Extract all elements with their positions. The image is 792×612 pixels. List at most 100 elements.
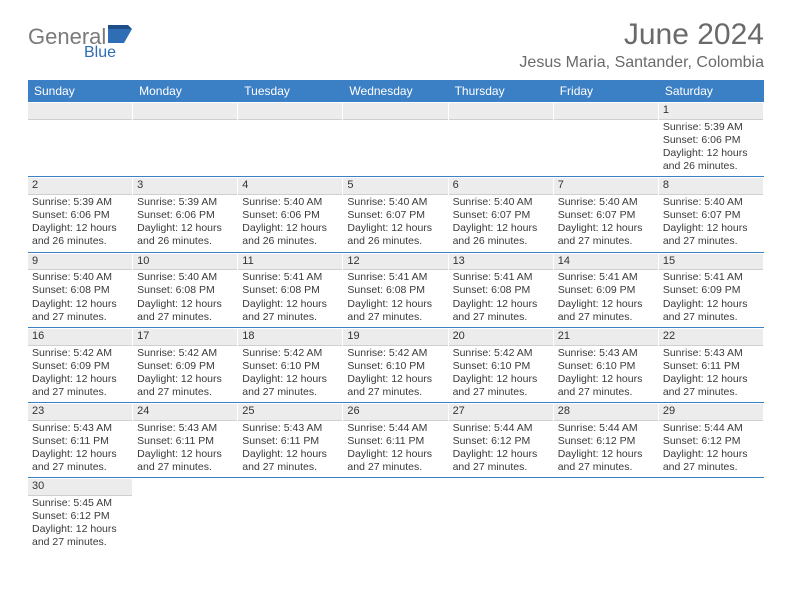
daylight-line: Daylight: 12 hours and 26 minutes. [32, 222, 128, 248]
day-cell: 1Sunrise: 5:39 AMSunset: 6:06 PMDaylight… [659, 102, 764, 176]
sunrise-line: Sunrise: 5:42 AM [242, 347, 338, 360]
daylight-line: Daylight: 12 hours and 27 minutes. [558, 448, 654, 474]
sunrise-line: Sunrise: 5:42 AM [347, 347, 443, 360]
day-cell [28, 102, 133, 176]
daylight-line: Daylight: 12 hours and 27 minutes. [32, 298, 128, 324]
day-cell [659, 478, 764, 552]
day-cell: 4Sunrise: 5:40 AMSunset: 6:06 PMDaylight… [238, 177, 343, 251]
day-number: 12 [343, 254, 447, 271]
sunset-line: Sunset: 6:12 PM [663, 435, 759, 448]
day-cell: 19Sunrise: 5:42 AMSunset: 6:10 PMDayligh… [343, 328, 448, 402]
sunset-line: Sunset: 6:08 PM [242, 284, 338, 297]
weekday-header: Thursday [449, 80, 554, 102]
title-block: June 2024 Jesus Maria, Santander, Colomb… [519, 18, 764, 72]
daylight-line: Daylight: 12 hours and 27 minutes. [347, 448, 443, 474]
sunrise-line: Sunrise: 5:42 AM [32, 347, 128, 360]
day-cell [238, 102, 343, 176]
sunset-line: Sunset: 6:09 PM [558, 284, 654, 297]
day-cell: 15Sunrise: 5:41 AMSunset: 6:09 PMDayligh… [659, 253, 764, 327]
sunset-line: Sunset: 6:07 PM [453, 209, 549, 222]
sunrise-line: Sunrise: 5:43 AM [32, 422, 128, 435]
daylight-line: Daylight: 12 hours and 27 minutes. [137, 298, 233, 324]
weeks-container: 1Sunrise: 5:39 AMSunset: 6:06 PMDaylight… [28, 102, 764, 553]
day-number: 26 [343, 404, 447, 421]
sunrise-line: Sunrise: 5:43 AM [137, 422, 233, 435]
daylight-line: Daylight: 12 hours and 27 minutes. [32, 523, 128, 549]
daylight-line: Daylight: 12 hours and 26 minutes. [347, 222, 443, 248]
day-number: 24 [133, 404, 237, 421]
sunset-line: Sunset: 6:08 PM [347, 284, 443, 297]
sunset-line: Sunset: 6:12 PM [32, 510, 128, 523]
daylight-line: Daylight: 12 hours and 27 minutes. [242, 298, 338, 324]
sunset-line: Sunset: 6:10 PM [453, 360, 549, 373]
sunrise-line: Sunrise: 5:42 AM [137, 347, 233, 360]
daylight-line: Daylight: 12 hours and 26 minutes. [453, 222, 549, 248]
day-cell: 7Sunrise: 5:40 AMSunset: 6:07 PMDaylight… [554, 177, 659, 251]
sunrise-line: Sunrise: 5:40 AM [137, 271, 233, 284]
sunrise-line: Sunrise: 5:39 AM [137, 196, 233, 209]
day-number: 14 [554, 254, 658, 271]
day-cell [343, 102, 448, 176]
sunset-line: Sunset: 6:11 PM [347, 435, 443, 448]
sunrise-line: Sunrise: 5:41 AM [453, 271, 549, 284]
day-number: 22 [659, 329, 763, 346]
day-number: 5 [343, 178, 447, 195]
sunset-line: Sunset: 6:06 PM [242, 209, 338, 222]
sunrise-line: Sunrise: 5:44 AM [558, 422, 654, 435]
empty-day-bar [449, 103, 553, 120]
month-title: June 2024 [519, 18, 764, 52]
sunset-line: Sunset: 6:12 PM [453, 435, 549, 448]
day-number: 16 [28, 329, 132, 346]
day-cell: 20Sunrise: 5:42 AMSunset: 6:10 PMDayligh… [449, 328, 554, 402]
empty-day-bar [554, 103, 658, 120]
daylight-line: Daylight: 12 hours and 27 minutes. [32, 448, 128, 474]
day-cell: 28Sunrise: 5:44 AMSunset: 6:12 PMDayligh… [554, 403, 659, 477]
sunrise-line: Sunrise: 5:40 AM [242, 196, 338, 209]
day-number: 18 [238, 329, 342, 346]
sunset-line: Sunset: 6:11 PM [32, 435, 128, 448]
weekday-header: Wednesday [343, 80, 448, 102]
week-row: 2Sunrise: 5:39 AMSunset: 6:06 PMDaylight… [28, 177, 764, 252]
daylight-line: Daylight: 12 hours and 27 minutes. [242, 373, 338, 399]
sunset-line: Sunset: 6:09 PM [32, 360, 128, 373]
day-cell [554, 478, 659, 552]
day-cell: 8Sunrise: 5:40 AMSunset: 6:07 PMDaylight… [659, 177, 764, 251]
daylight-line: Daylight: 12 hours and 26 minutes. [663, 147, 759, 173]
day-number: 11 [238, 254, 342, 271]
sunset-line: Sunset: 6:06 PM [137, 209, 233, 222]
day-cell: 10Sunrise: 5:40 AMSunset: 6:08 PMDayligh… [133, 253, 238, 327]
day-cell [554, 102, 659, 176]
sunrise-line: Sunrise: 5:41 AM [663, 271, 759, 284]
day-cell: 29Sunrise: 5:44 AMSunset: 6:12 PMDayligh… [659, 403, 764, 477]
week-row: 1Sunrise: 5:39 AMSunset: 6:06 PMDaylight… [28, 102, 764, 177]
day-cell: 17Sunrise: 5:42 AMSunset: 6:09 PMDayligh… [133, 328, 238, 402]
sunrise-line: Sunrise: 5:44 AM [347, 422, 443, 435]
daylight-line: Daylight: 12 hours and 26 minutes. [137, 222, 233, 248]
day-number: 27 [449, 404, 553, 421]
day-cell: 27Sunrise: 5:44 AMSunset: 6:12 PMDayligh… [449, 403, 554, 477]
daylight-line: Daylight: 12 hours and 27 minutes. [32, 373, 128, 399]
sunset-line: Sunset: 6:09 PM [663, 284, 759, 297]
weekday-header: Monday [133, 80, 238, 102]
weekday-header-row: SundayMondayTuesdayWednesdayThursdayFrid… [28, 80, 764, 102]
day-number: 15 [659, 254, 763, 271]
sunrise-line: Sunrise: 5:41 AM [558, 271, 654, 284]
logo: General Blue [28, 18, 136, 62]
day-number: 10 [133, 254, 237, 271]
sunset-line: Sunset: 6:10 PM [242, 360, 338, 373]
sunset-line: Sunset: 6:08 PM [137, 284, 233, 297]
sunset-line: Sunset: 6:06 PM [663, 134, 759, 147]
weekday-header: Friday [554, 80, 659, 102]
location-text: Jesus Maria, Santander, Colombia [519, 54, 764, 72]
sunset-line: Sunset: 6:10 PM [558, 360, 654, 373]
day-number: 7 [554, 178, 658, 195]
sunrise-line: Sunrise: 5:40 AM [32, 271, 128, 284]
empty-day-bar [238, 103, 342, 120]
day-cell: 16Sunrise: 5:42 AMSunset: 6:09 PMDayligh… [28, 328, 133, 402]
day-cell [449, 102, 554, 176]
sunset-line: Sunset: 6:11 PM [242, 435, 338, 448]
day-cell: 21Sunrise: 5:43 AMSunset: 6:10 PMDayligh… [554, 328, 659, 402]
day-number: 19 [343, 329, 447, 346]
day-number: 28 [554, 404, 658, 421]
day-number: 25 [238, 404, 342, 421]
